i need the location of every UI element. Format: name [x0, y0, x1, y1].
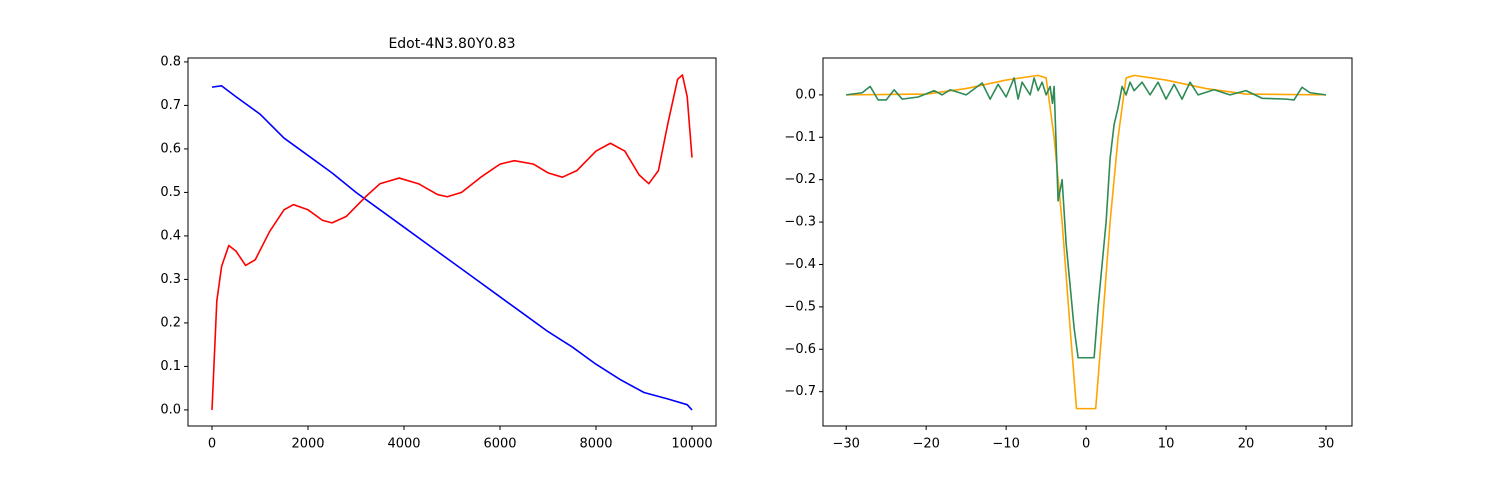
y-tick-label: −0.6: [784, 342, 816, 357]
x-tick-label: 0: [1082, 437, 1090, 452]
y-tick-label: 0.6: [160, 141, 181, 156]
x-tick-label: −10: [992, 437, 1019, 452]
x-tick-label: −20: [912, 437, 939, 452]
data-line: [211, 74, 693, 410]
x-tick-label: −30: [832, 437, 859, 452]
y-tick-label: 0.8: [160, 54, 181, 69]
x-tick-label: 10: [1158, 437, 1175, 452]
x-tick-label: 30: [1318, 437, 1335, 452]
y-tick-label: 0.1: [160, 359, 181, 374]
data-line: [846, 74, 1327, 410]
y-tick-label: −0.1: [784, 130, 816, 145]
axes-frame: [187, 57, 717, 427]
y-tick-label: 0.0: [795, 87, 816, 102]
data-line: [846, 77, 1327, 359]
x-tick-label: 4000: [387, 437, 420, 452]
data-line: [211, 85, 693, 411]
y-tick-label: 0.4: [160, 228, 181, 243]
x-tick-label: 2000: [291, 437, 324, 452]
x-tick-label: 0: [208, 437, 216, 452]
chart-title: Edot-4N3.80Y0.83: [388, 36, 515, 52]
y-tick-label: −0.5: [784, 299, 816, 314]
y-tick-label: −0.7: [784, 384, 816, 399]
y-tick-label: 0.3: [160, 272, 181, 287]
x-tick-label: 6000: [483, 437, 516, 452]
y-tick-label: −0.2: [784, 172, 816, 187]
x-tick-label: 8000: [579, 437, 612, 452]
y-tick-label: 0.2: [160, 315, 181, 330]
y-tick-label: −0.3: [784, 215, 816, 230]
y-tick-label: −0.4: [784, 257, 816, 272]
x-tick-label: 10000: [671, 437, 712, 452]
y-tick-label: 0.7: [160, 98, 181, 113]
axes-frame: [822, 57, 1353, 427]
x-tick-label: 20: [1238, 437, 1255, 452]
y-tick-label: 0.0: [160, 402, 181, 417]
y-tick-label: 0.5: [160, 185, 181, 200]
